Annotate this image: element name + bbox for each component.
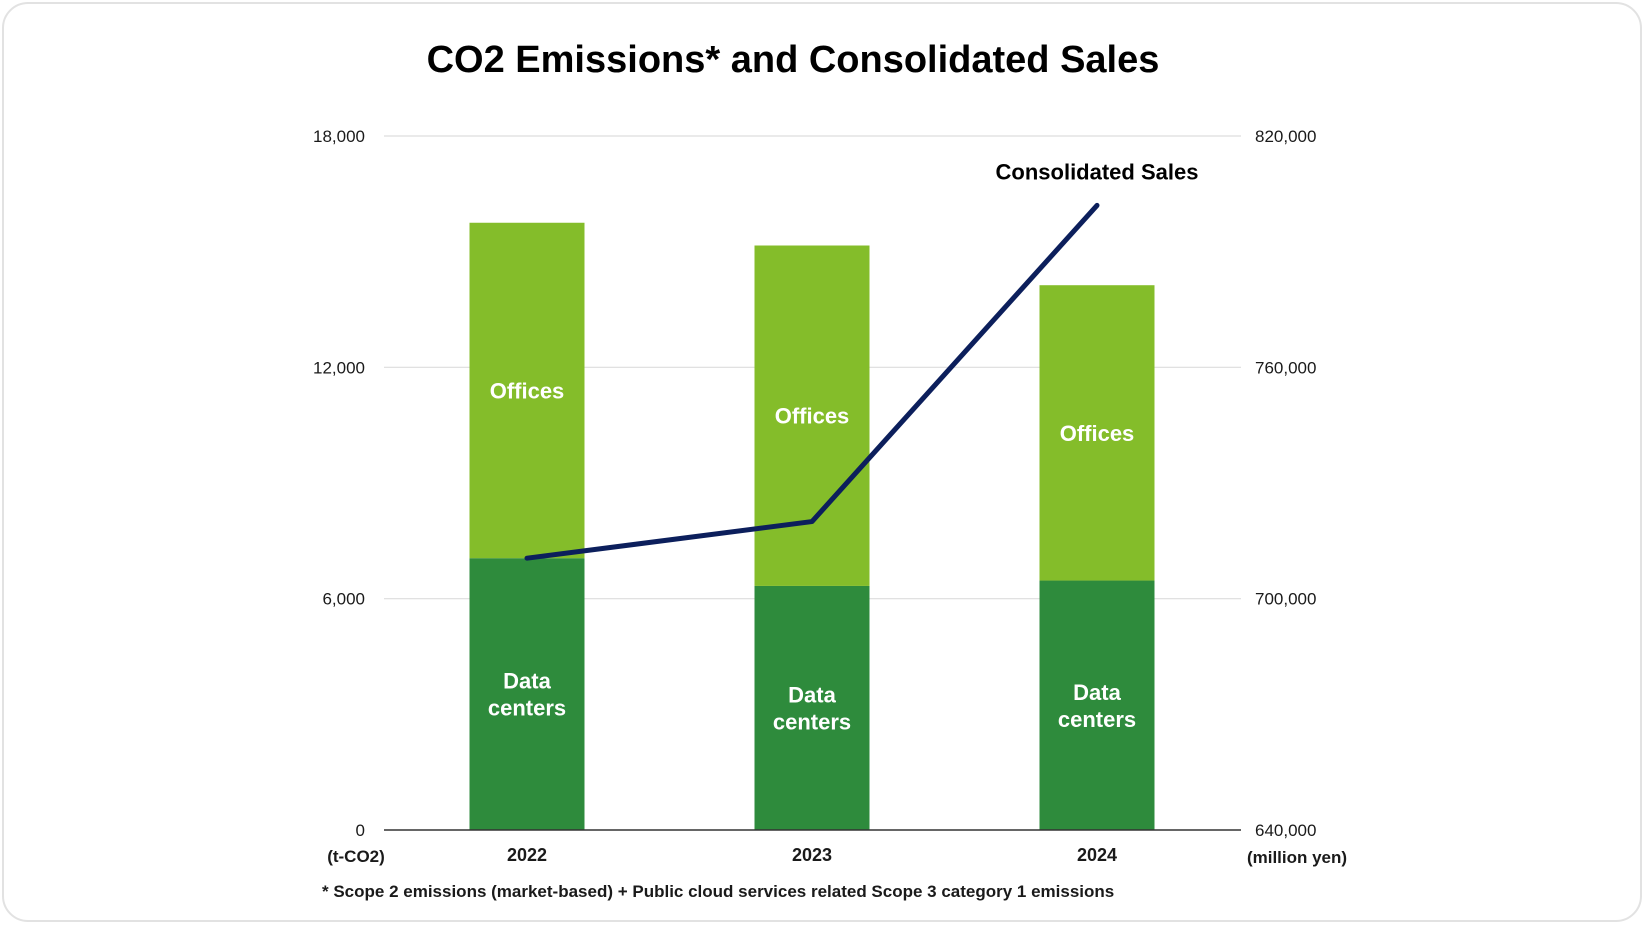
- bar-offices-2024: [1039, 285, 1155, 581]
- x-axis-ticks: 2022 2023 2024: [507, 845, 1117, 865]
- bar-data-centers-2024: [1039, 580, 1155, 830]
- left-tick-label: 12,000: [313, 358, 365, 377]
- bar-label-offices: Offices: [490, 378, 565, 403]
- bar-label-data-centers: Data centers: [773, 682, 851, 734]
- left-tick-label: 6,000: [322, 590, 365, 609]
- right-tick-label: 700,000: [1255, 590, 1316, 609]
- bar-label-data-centers: Data centers: [1058, 680, 1136, 732]
- bar-offices-2023: [754, 245, 870, 586]
- sales-line-layer: Consolidated Sales: [524, 159, 1199, 561]
- x-tick-label: 2022: [507, 845, 547, 865]
- x-tick-label: 2023: [792, 845, 832, 865]
- chart: CO2 Emissions* and Consolidated Sales 0 6…: [313, 39, 1347, 901]
- bar-data-centers-2023: [754, 585, 870, 830]
- footnote: * Scope 2 emissions (market-based) + Pub…: [322, 882, 1114, 901]
- right-tick-label: 820,000: [1255, 127, 1316, 146]
- bar-segment-labels: Data centers Offices Data centers Offices Data…: [488, 378, 1136, 734]
- consolidated-sales-label: Consolidated Sales: [996, 159, 1199, 184]
- bar-offices-2022: [469, 222, 585, 559]
- bar-data-centers-2022: [469, 558, 585, 830]
- consolidated-sales-line: [524, 202, 1100, 561]
- left-axis-unit: (t-CO2): [327, 847, 385, 866]
- chart-title: CO2 Emissions* and Consolidated Sales: [427, 39, 1160, 81]
- right-axis-ticks: 640,000 700,000 760,000 820,000: [1255, 127, 1316, 840]
- bar-label-data-centers: Data centers: [488, 669, 566, 721]
- bar-label-offices: Offices: [775, 404, 850, 429]
- left-axis-ticks: 0 6,000 12,000 18,000: [313, 127, 365, 840]
- right-axis-unit: (million yen): [1247, 848, 1347, 867]
- right-tick-label: 760,000: [1255, 358, 1316, 377]
- right-tick-label: 640,000: [1255, 821, 1316, 840]
- bar-label-offices: Offices: [1060, 421, 1135, 446]
- x-tick-label: 2024: [1077, 845, 1117, 865]
- left-tick-label: 0: [356, 821, 365, 840]
- bars: [469, 222, 1155, 830]
- left-tick-label: 18,000: [313, 127, 365, 146]
